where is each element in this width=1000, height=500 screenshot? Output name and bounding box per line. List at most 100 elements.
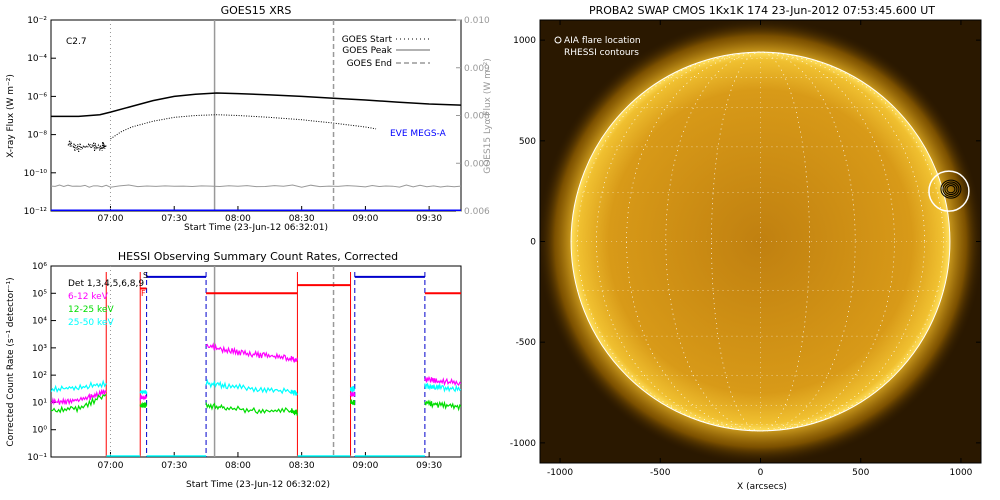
hessi-x-tick-label: 08:00 xyxy=(225,461,251,471)
swap-panel: PROBA2 SWAP CMOS 1Kx1K 174 23-Jun-2012 0… xyxy=(510,4,982,492)
goes-y2-tick-label: 0.009 xyxy=(464,64,490,74)
hessi-panel: HESSI Observing Summary Count Rates, Cor… xyxy=(6,250,462,490)
swap-y-tick-label: 1000 xyxy=(513,36,536,46)
hessi-y-tick-label: 10¹ xyxy=(32,398,47,408)
hessi-x-tick-label: 07:30 xyxy=(161,461,187,471)
goes-x-tick-label: 08:30 xyxy=(289,214,315,224)
hessi-x-tick-label: 09:00 xyxy=(352,461,378,471)
sun-longitude-line xyxy=(665,51,856,432)
goes-y2-tick-label: 0.010 xyxy=(464,16,490,26)
hessi-series-25-50-kev xyxy=(424,382,461,393)
hessi-legend: Det 1,3,4,5,6,8,9 6-12 keV 12-25 keV 25-… xyxy=(68,279,144,328)
hessi-legend-lo: 6-12 keV xyxy=(68,292,109,302)
hessi-title: HESSI Observing Summary Count Rates, Cor… xyxy=(118,250,398,263)
hessi-series-layer xyxy=(51,272,461,457)
sun-longitude-line xyxy=(711,51,810,432)
goes-x-tick-label: 07:00 xyxy=(98,214,124,224)
goes-legend: GOES Start GOES Peak GOES End xyxy=(342,35,430,69)
goes-y-tick-label: 10⁻⁴ xyxy=(27,54,47,64)
hessi-series-12-25-kev xyxy=(424,399,461,412)
goes-y2-tick-label: 0.007 xyxy=(464,159,490,169)
hessi-ylabel: Corrected Count Rate (s⁻¹ detector⁻¹) xyxy=(6,277,16,446)
swap-y-ticks: -1000 -500 0 500 1000 xyxy=(510,36,981,449)
swap-xlabel: X (arcsecs) xyxy=(737,482,787,492)
aia-flare-location-circle xyxy=(928,170,970,212)
swap-image xyxy=(540,20,981,463)
rhessi-contour-ring xyxy=(946,185,956,194)
hessi-x-ticks: 07:00 07:30 08:00 08:30 09:00 09:30 xyxy=(98,452,442,471)
hessi-y-tick-label: 10⁴ xyxy=(32,317,47,327)
hessi-series-6-12-kev xyxy=(424,375,461,387)
goes-y-tick-label: 10⁻⁶ xyxy=(27,92,47,102)
hessi-x-tick-label: 08:30 xyxy=(289,461,315,471)
hessi-y-tick-label: 10⁶ xyxy=(32,262,47,272)
hessi-x-tick-label: 07:00 xyxy=(98,461,124,471)
goes-x-tick-label: 07:30 xyxy=(161,214,187,224)
swap-x-tick-label: 0 xyxy=(758,468,764,478)
swap-x-tick-label: -500 xyxy=(650,468,671,478)
goes-y2label: GOES15 Lyα Flux (W m⁻²) xyxy=(483,58,493,174)
hessi-series-25-50-kev xyxy=(139,390,148,395)
swap-x-tick-label: 1000 xyxy=(950,468,973,478)
hessi-series-12-25-kev xyxy=(139,401,148,408)
sun-longitude-line xyxy=(596,51,925,432)
goes-event-markers xyxy=(109,20,335,211)
hessi-y-ticks: 10⁻¹ 10⁰ 10¹ 10² 10³ 10⁴ 10⁵ 10⁶ xyxy=(27,262,56,463)
rhessi-contour-ring xyxy=(940,179,962,199)
hessi-plot-frame xyxy=(50,265,462,458)
swap-y-tick-label: 0 xyxy=(530,238,536,248)
goes-long-channel xyxy=(51,92,461,118)
hessi-y-tick-label: 10³ xyxy=(32,344,47,354)
hessi-series-6-12-kev xyxy=(349,391,356,397)
goes-title: GOES15 XRS xyxy=(221,4,292,17)
goes-x-ticks: 07:00 07:30 08:00 08:30 09:00 09:30 xyxy=(98,206,442,224)
goes-series-layer xyxy=(51,92,461,211)
hessi-series-25-50-kev xyxy=(349,385,356,393)
swap-y-tick-label: 500 xyxy=(519,137,536,147)
goes-y2-tick-label: 0.008 xyxy=(464,112,490,122)
hessi-flag-s: S xyxy=(143,271,148,280)
goes-legend-peak-label: GOES Peak xyxy=(342,46,392,56)
goes-y-tick-label: 10⁻¹⁰ xyxy=(24,169,48,179)
swap-legend-aia: AIA flare location xyxy=(564,36,641,46)
hessi-series-12-25-kev xyxy=(51,393,107,414)
rhessi-contour-ring xyxy=(944,183,958,196)
goes-x-tick-label: 08:00 xyxy=(225,214,251,224)
goes-y2-tick-label: 0.006 xyxy=(464,207,490,217)
swap-y-tick-label: -1000 xyxy=(510,439,536,449)
swap-x-ticks: -1000 -500 0 500 1000 xyxy=(547,20,973,478)
hessi-y-tick-label: 10⁵ xyxy=(32,289,47,299)
hessi-series-25-50-kev xyxy=(205,378,298,396)
goes-eve-label: EVE MEGS-A xyxy=(390,129,447,139)
hessi-x-tick-label: 09:30 xyxy=(416,461,442,471)
hessi-series-6-12-kev xyxy=(205,342,299,363)
hessi-y-tick-label: 10⁰ xyxy=(32,426,47,436)
goes-y-tick-label: 10⁻² xyxy=(27,16,47,26)
goes-plot-frame xyxy=(50,19,462,212)
goes-ylabel: X-ray Flux (W m⁻²) xyxy=(6,74,16,158)
sun-disk xyxy=(571,52,950,431)
hessi-series-12-25-kev xyxy=(205,402,299,416)
hessi-y-tick-label: 10² xyxy=(32,371,47,381)
goes-panel: GOES15 XRS 07:00 07:30 08:00 08:30 09:00 09:3… xyxy=(6,4,493,233)
swap-legend-rhessi: RHESSI contours xyxy=(564,48,639,58)
hessi-event-markers xyxy=(109,266,335,457)
goes-y-tick-label: 10⁻⁸ xyxy=(27,131,47,141)
goes-x-tick-label: 09:30 xyxy=(416,214,442,224)
hessi-xlabel: Start Time (23-Jun-12 06:32:02) xyxy=(186,480,330,490)
goes-lyman-alpha xyxy=(51,184,461,188)
hessi-y-tick-label: 10⁻¹ xyxy=(27,453,47,463)
hessi-legend-hi: 25-50 keV xyxy=(68,318,114,328)
hessi-legend-det: Det 1,3,4,5,6,8,9 xyxy=(68,279,144,289)
goes-x-tick-label: 09:00 xyxy=(352,214,378,224)
swap-legend-circle-icon xyxy=(554,36,562,44)
swap-y-tick-label: -500 xyxy=(516,338,537,348)
swap-x-tick-label: -1000 xyxy=(547,468,573,478)
hessi-series-12-25-kev xyxy=(349,399,356,406)
rhessi-contour-ring xyxy=(942,181,960,197)
swap-legend: AIA flare location RHESSI contours xyxy=(554,36,641,58)
goes-short-channel-noisy xyxy=(67,140,107,153)
hessi-legend-mid: 12-25 keV xyxy=(68,305,114,315)
swap-x-tick-label: 500 xyxy=(852,468,869,478)
